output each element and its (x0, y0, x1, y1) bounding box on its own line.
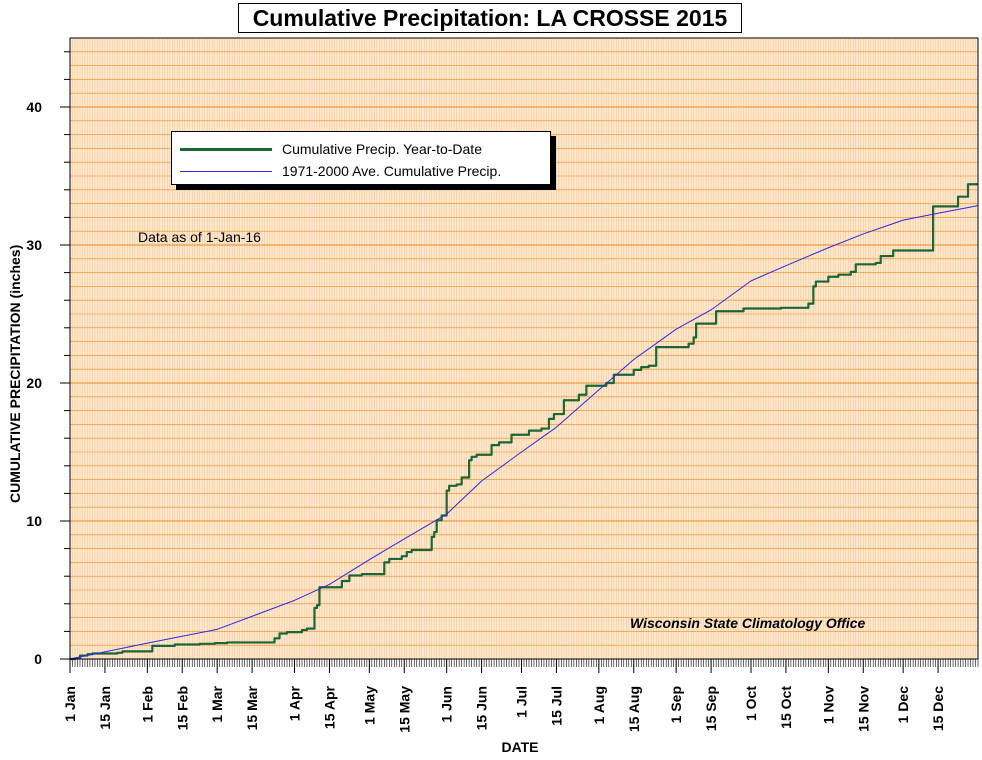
x-tick-label: 15 Jan (97, 686, 113, 730)
y-axis-label: CUMULATIVE PRECIPITATION (inches) (7, 244, 23, 503)
legend-swatch-average (180, 170, 272, 172)
x-tick-label: 1 Mar (209, 685, 225, 722)
x-tick-label: 1 Sep (668, 686, 684, 723)
x-tick-label: 15 Dec (930, 686, 946, 731)
x-tick-label: 1 Feb (139, 686, 155, 723)
x-tick-label: 15 May (396, 686, 412, 733)
axes-layer: 0 10 20 30 40 1 Jan 15 Jan 1 Feb 15 Feb 1 Mar 15 M… (26, 51, 979, 733)
x-tick-label: 1 Jun (439, 686, 455, 723)
x-tick-label: 15 Aug (626, 686, 642, 732)
x-tick-label: 1 Nov (820, 686, 836, 724)
legend-swatch-ytd (180, 147, 272, 151)
y-tick-label: 10 (26, 513, 42, 529)
x-tick-label: 15 Nov (855, 686, 871, 732)
x-tick-label: 15 Apr (321, 685, 337, 729)
y-tick-label: 0 (34, 651, 42, 667)
chart-title: Cumulative Precipitation: LA CROSSE 2015 (238, 3, 742, 33)
x-tick-label: 15 Mar (244, 685, 260, 730)
source-credit: Wisconsin State Climatology Office (630, 615, 866, 631)
x-tick-label: 1 Jul (514, 686, 530, 718)
y-tick-label: 40 (26, 99, 42, 115)
x-tick-label: 1 Dec (895, 686, 911, 724)
x-tick-label: 1 May (361, 686, 377, 725)
series-line-average (69, 205, 979, 660)
series-layer (69, 183, 979, 661)
legend-label-average: 1971-2000 Ave. Cumulative Precip. (282, 163, 502, 179)
x-tick-label: 15 Jul (548, 686, 564, 726)
legend-label-ytd: Cumulative Precip. Year-to-Date (282, 141, 482, 157)
y-tick-label: 20 (26, 375, 42, 391)
legend-item-ytd: Cumulative Precip. Year-to-Date (180, 141, 482, 157)
x-tick-label: 1 Jan (62, 686, 78, 722)
x-daily-ticks (69, 659, 979, 667)
y-tick-label: 30 (26, 237, 42, 253)
x-axis-label: DATE (501, 739, 539, 755)
legend: Cumulative Precip. Year-to-Date 1971-200… (171, 131, 551, 185)
major-gridlines (70, 106, 978, 522)
x-tick-label: 1 Oct (743, 686, 759, 721)
x-tick-label: 15 Oct (778, 686, 794, 729)
x-tick-label: 15 Sep (703, 686, 719, 731)
data-as-of-note: Data as of 1-Jan-16 (138, 229, 261, 245)
legend-item-average: 1971-2000 Ave. Cumulative Precip. (180, 163, 501, 179)
x-tick-label: 1 Aug (591, 686, 607, 724)
series-line-ytd (70, 183, 978, 661)
x-tick-label: 15 Jun (474, 686, 490, 730)
minor-gridlines (69, 38, 979, 659)
x-tick-label: 15 Feb (174, 686, 190, 730)
x-tick-label: 1 Apr (287, 685, 303, 721)
